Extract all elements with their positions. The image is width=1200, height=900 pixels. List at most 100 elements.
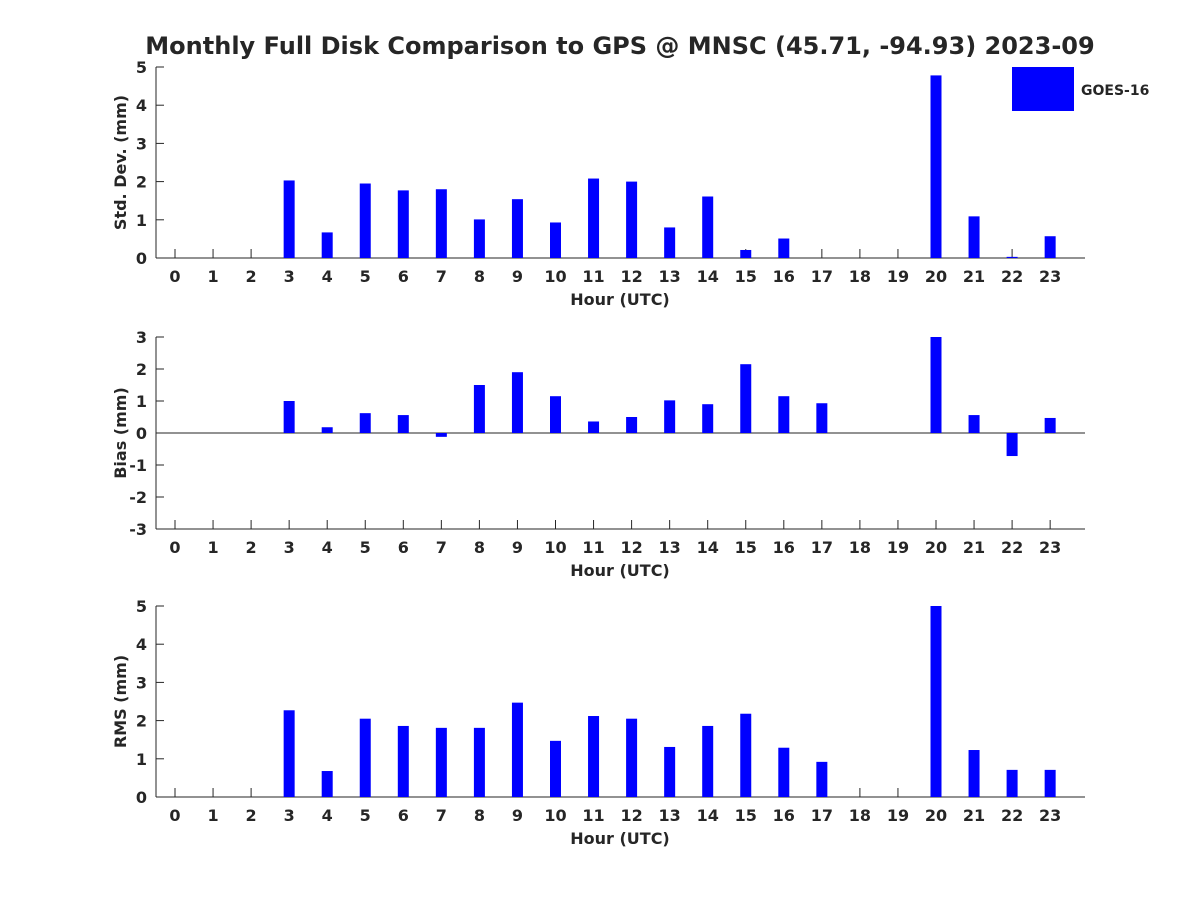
bar-hour-5 <box>359 718 371 797</box>
x-tick-label: 16 <box>773 806 795 825</box>
y-tick-label: 4 <box>136 96 147 115</box>
bar-hour-6 <box>397 415 409 433</box>
y-tick-label: 2 <box>136 173 147 192</box>
bar-hour-3 <box>283 180 295 258</box>
x-tick-label: 19 <box>887 538 909 557</box>
x-tick-label: 0 <box>169 267 180 286</box>
x-tick-label: 23 <box>1039 538 1061 557</box>
x-tick-label: 1 <box>207 267 218 286</box>
x-tick-label: 20 <box>925 267 947 286</box>
x-tick-label: 15 <box>735 538 757 557</box>
x-tick-label: 7 <box>436 538 447 557</box>
x-tick-label: 12 <box>620 538 642 557</box>
bar-hour-15 <box>740 249 752 258</box>
x-tick-label: 9 <box>512 538 523 557</box>
bar-hour-8 <box>473 385 485 433</box>
x-tick-label: 23 <box>1039 267 1061 286</box>
x-tick-label: 19 <box>887 267 909 286</box>
bar-hour-14 <box>702 725 714 797</box>
x-tick-label: 6 <box>398 806 409 825</box>
bar-hour-6 <box>397 725 409 797</box>
x-tick-label: 23 <box>1039 806 1061 825</box>
x-tick-label: 17 <box>811 538 833 557</box>
bar-hour-22 <box>1006 256 1018 258</box>
x-tick-label: 0 <box>169 806 180 825</box>
y-tick-label: 2 <box>136 360 147 379</box>
x-tick-label: 18 <box>849 267 871 286</box>
x-tick-label: 19 <box>887 806 909 825</box>
bar-hour-20 <box>930 75 942 259</box>
x-tick-label: 14 <box>697 267 719 286</box>
x-tick-label: 11 <box>582 806 604 825</box>
x-tick-label: 2 <box>246 267 257 286</box>
bar-hour-7 <box>435 189 447 258</box>
x-tick-label: 10 <box>544 538 566 557</box>
bar-hour-10 <box>550 740 561 797</box>
y-tick-label: -2 <box>129 488 147 507</box>
bar-hour-12 <box>626 718 638 797</box>
legend-label: GOES-16 <box>1081 83 1149 99</box>
bar-hour-6 <box>397 190 409 258</box>
x-tick-label: 7 <box>436 267 447 286</box>
y-tick-label: 5 <box>136 597 147 616</box>
x-axis-label: Hour (UTC) <box>570 290 670 309</box>
x-tick-label: 14 <box>697 538 719 557</box>
y-tick-label: 4 <box>136 635 147 654</box>
x-tick-label: 2 <box>246 538 257 557</box>
x-tick-label: 1 <box>207 806 218 825</box>
bar-hour-23 <box>1044 417 1056 433</box>
x-tick-label: 10 <box>544 806 566 825</box>
bar-hour-3 <box>283 401 295 433</box>
bar-hour-13 <box>664 746 676 797</box>
y-tick-label: 3 <box>136 673 147 692</box>
x-tick-label: 9 <box>512 267 523 286</box>
bar-hour-9 <box>511 372 523 433</box>
x-tick-label: 12 <box>620 267 642 286</box>
bar-hour-23 <box>1044 769 1056 797</box>
x-axis-label: Hour (UTC) <box>570 829 670 848</box>
y-axis-label: RMS (mm) <box>111 655 130 748</box>
bar-hour-23 <box>1044 236 1056 258</box>
bar-hour-22 <box>1006 769 1018 797</box>
y-tick-label: 1 <box>136 392 147 411</box>
x-tick-label: 20 <box>925 806 947 825</box>
legend: GOES-16 <box>1012 67 1149 111</box>
x-tick-label: 17 <box>811 267 833 286</box>
bar-hour-4 <box>321 232 333 258</box>
y-tick-label: 0 <box>136 424 147 443</box>
x-tick-label: 16 <box>773 538 795 557</box>
x-tick-label: 13 <box>659 538 681 557</box>
bar-hour-5 <box>359 413 371 433</box>
x-tick-label: 13 <box>659 267 681 286</box>
x-tick-label: 15 <box>735 806 757 825</box>
x-tick-label: 1 <box>207 538 218 557</box>
bar-hour-4 <box>321 427 333 433</box>
x-tick-label: 17 <box>811 806 833 825</box>
bar-hour-17 <box>816 761 828 797</box>
bar-hour-3 <box>283 710 295 797</box>
bar-hour-4 <box>321 771 333 797</box>
x-tick-label: 4 <box>322 267 333 286</box>
x-tick-label: 4 <box>322 538 333 557</box>
x-tick-label: 22 <box>1001 267 1023 286</box>
y-tick-label: 0 <box>136 788 147 807</box>
bar-hour-15 <box>740 713 752 797</box>
x-tick-label: 6 <box>398 538 409 557</box>
x-tick-label: 21 <box>963 267 985 286</box>
x-tick-label: 15 <box>735 267 757 286</box>
bar-hour-7 <box>435 727 447 797</box>
x-tick-label: 5 <box>360 538 371 557</box>
y-tick-label: 2 <box>136 712 147 731</box>
x-tick-label: 16 <box>773 267 795 286</box>
bar-hour-21 <box>968 750 980 797</box>
x-tick-label: 0 <box>169 538 180 557</box>
chart-title: Monthly Full Disk Comparison to GPS @ MN… <box>145 32 1094 60</box>
bar-hour-22 <box>1006 433 1018 457</box>
x-tick-label: 12 <box>620 806 642 825</box>
bar-hour-14 <box>702 196 714 258</box>
x-tick-label: 9 <box>512 806 523 825</box>
y-tick-label: 1 <box>136 750 147 769</box>
y-tick-label: 5 <box>136 58 147 77</box>
